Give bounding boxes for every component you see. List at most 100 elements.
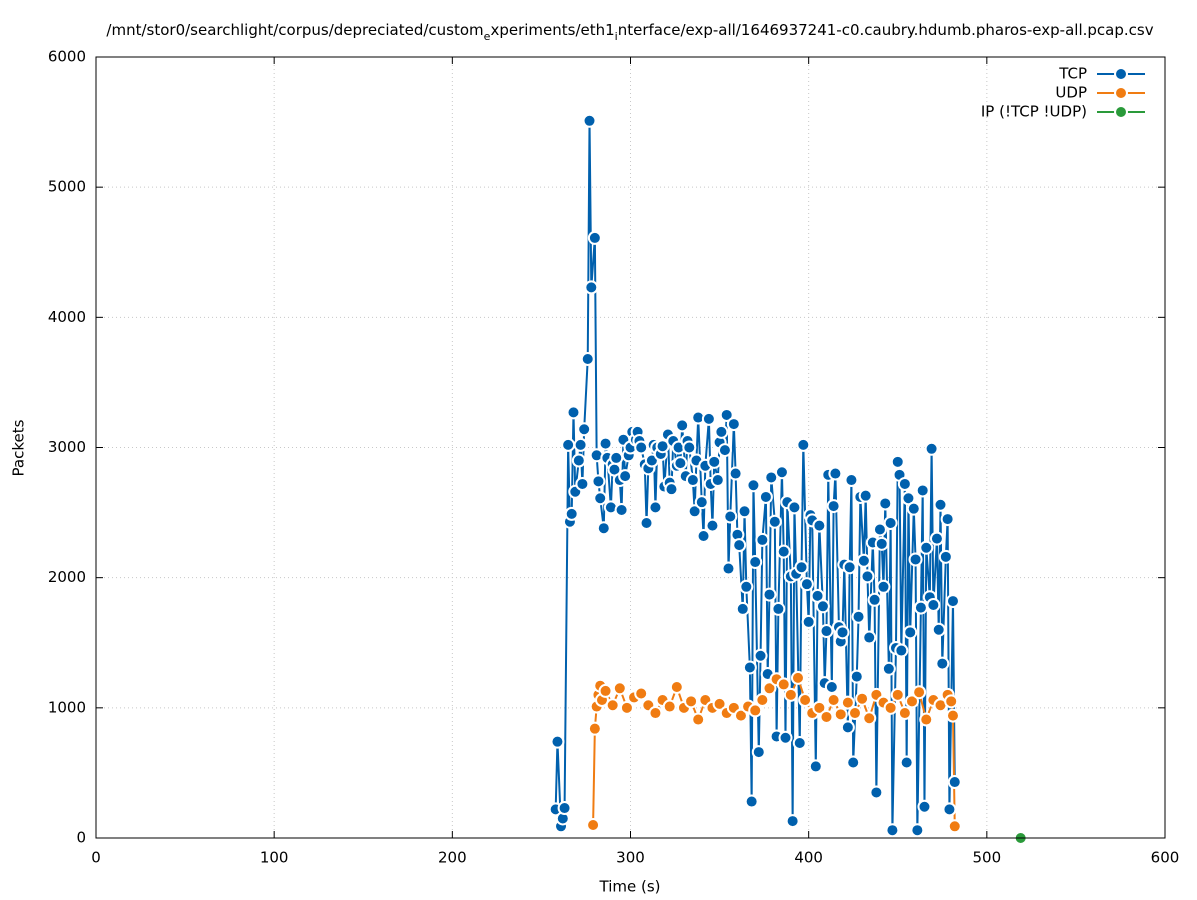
data-point	[919, 712, 934, 727]
data-point	[618, 469, 633, 484]
data-point	[842, 560, 857, 575]
data-point	[942, 802, 957, 817]
legend-label: UDP	[1055, 84, 1087, 102]
data-point	[944, 694, 959, 709]
data-point	[685, 473, 700, 488]
data-point	[869, 785, 884, 800]
legend-label: TCP	[1058, 65, 1087, 83]
y-tick-label: 2000	[48, 568, 86, 586]
data-point	[840, 695, 855, 710]
data-point	[826, 499, 841, 514]
data-point	[739, 579, 754, 594]
data-point	[735, 601, 750, 616]
series-line	[554, 119, 956, 832]
data-point	[874, 536, 889, 551]
data-point	[856, 553, 871, 568]
data-point	[912, 685, 927, 700]
data-point	[655, 439, 670, 454]
data-point	[746, 478, 761, 493]
data-point	[755, 693, 770, 708]
data-point	[696, 529, 711, 544]
data-point	[794, 560, 809, 575]
data-point	[598, 436, 613, 451]
data-point	[881, 661, 896, 676]
data-point	[819, 624, 834, 639]
data-point	[634, 686, 649, 701]
data-point	[926, 598, 941, 613]
data-point	[776, 677, 791, 692]
data-point	[924, 441, 939, 456]
data-point	[575, 476, 590, 491]
x-tick-label: 0	[91, 849, 101, 867]
data-point	[634, 440, 649, 455]
title-part: i	[615, 30, 618, 43]
data-point	[701, 411, 716, 426]
x-tick-label: 100	[260, 849, 289, 867]
data-point	[776, 544, 791, 559]
data-point	[571, 453, 586, 468]
data-point	[612, 681, 627, 696]
data-point	[580, 351, 595, 366]
data-point	[799, 577, 814, 592]
data-point	[732, 538, 747, 553]
data-point	[566, 405, 581, 420]
data-point	[860, 569, 875, 584]
data-point	[762, 681, 777, 696]
data-point	[919, 540, 934, 555]
data-point	[564, 506, 579, 521]
data-point	[938, 549, 953, 564]
data-point	[905, 694, 920, 709]
legend-label: IP (!TCP !UDP)	[981, 103, 1087, 121]
y-axis-label: Packets	[10, 419, 28, 476]
y-tick-label: 6000	[48, 48, 86, 66]
data-point	[753, 648, 768, 663]
data-point	[862, 711, 877, 726]
title-part: e	[484, 30, 491, 43]
data-point	[945, 594, 960, 609]
data-point	[728, 466, 743, 481]
data-point	[762, 587, 777, 602]
data-point	[737, 504, 752, 519]
data-point	[867, 592, 882, 607]
chart-title: /mnt/stor0/searchlight/corpus/depreciate…	[106, 21, 1153, 43]
data-point	[648, 500, 663, 515]
x-tick-label: 300	[616, 849, 645, 867]
y-tick-label: 3000	[48, 438, 86, 456]
data-point	[748, 555, 763, 570]
data-point	[815, 599, 830, 614]
data-point	[899, 755, 914, 770]
data-point	[783, 687, 798, 702]
data-point	[771, 601, 786, 616]
data-point	[915, 483, 930, 498]
x-tick-label: 600	[1151, 849, 1180, 867]
data-point	[584, 280, 599, 295]
data-point	[682, 440, 697, 455]
data-point	[844, 473, 859, 488]
data-point	[774, 465, 789, 480]
data-point	[694, 495, 709, 510]
data-point	[550, 734, 565, 749]
x-tick-label: 400	[794, 849, 823, 867]
data-point	[764, 470, 779, 485]
data-point	[662, 699, 677, 714]
data-point	[619, 700, 634, 715]
data-point	[940, 512, 955, 527]
data-point	[726, 417, 741, 432]
data-point	[742, 660, 757, 675]
data-point	[798, 693, 813, 708]
data-point	[840, 720, 855, 735]
data-point	[812, 700, 827, 715]
data-point	[826, 693, 841, 708]
data-point	[876, 579, 891, 594]
data-point	[605, 698, 620, 713]
data-point	[705, 518, 720, 533]
data-point	[855, 691, 870, 706]
data-point	[691, 712, 706, 727]
x-tick-label: 200	[438, 849, 467, 867]
x-axis-label: Time (s)	[599, 878, 661, 896]
data-point	[851, 609, 866, 624]
legend-marker	[1114, 67, 1128, 81]
data-point	[712, 696, 727, 711]
